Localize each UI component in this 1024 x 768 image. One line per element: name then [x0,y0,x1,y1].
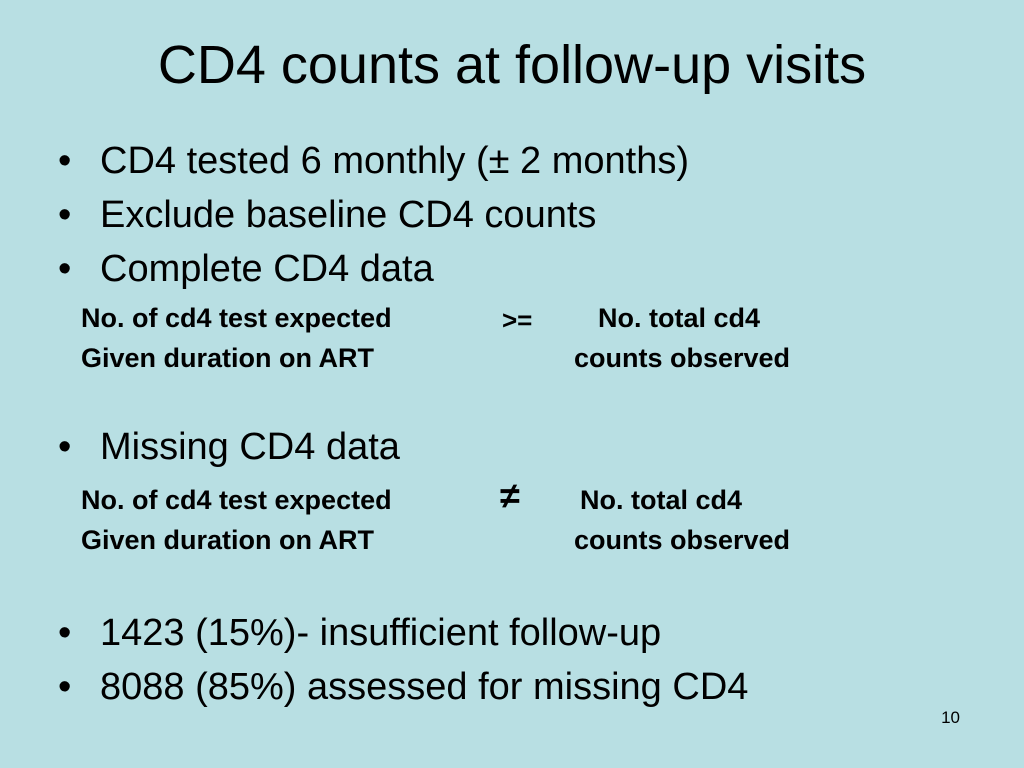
bullet-text: Missing CD4 data [100,426,400,468]
duration-label: Given duration on ART [81,525,374,555]
bullet-item: • 1423 (15%)- insufficient follow-up [58,609,661,657]
bullet-marker: • [58,426,72,468]
observed-counts-label: counts observed [574,525,791,555]
observed-total-label: No. total cd4 [598,303,761,333]
observed-total-label: No. total cd4 [580,485,743,515]
bullet-text: 8088 (85%) assessed for missing CD4 [100,666,749,708]
expected-tests-label: No. of cd4 test expected [81,303,392,333]
bullet-marker: • [58,666,72,708]
bullet-marker: • [58,194,72,236]
not-equal-operator: ≠ [500,475,520,516]
bullet-text: Exclude baseline CD4 counts [100,194,597,236]
bullet-marker: • [58,140,72,182]
bullet-item: • CD4 tested 6 monthly (± 2 months) [58,137,689,185]
bullet-item: • Missing CD4 data [58,423,400,471]
expected-tests-label: No. of cd4 test expected [81,485,392,515]
missing-data-condition: No. of cd4 test expected Given duration … [0,478,1024,572]
duration-label: Given duration on ART [81,343,374,373]
bullet-item: • Exclude baseline CD4 counts [58,191,596,239]
slide-title: CD4 counts at follow-up visits [157,35,867,95]
bullet-text: Complete CD4 data [100,248,434,290]
observed-counts-label: counts observed [574,343,791,373]
bullet-item: • 8088 (85%) assessed for missing CD4 [58,663,748,711]
bullet-marker: • [58,248,72,290]
bullet-marker: • [58,612,72,654]
bullet-text: 1423 (15%)- insufficient follow-up [100,612,662,654]
greater-equal-operator: >= [502,305,533,335]
bullet-text: CD4 tested 6 monthly (± 2 months) [100,140,689,182]
page-number: 10 [941,708,960,727]
complete-data-condition: No. of cd4 test expected Given duration … [0,300,1024,390]
bullet-item: • Complete CD4 data [58,245,434,293]
